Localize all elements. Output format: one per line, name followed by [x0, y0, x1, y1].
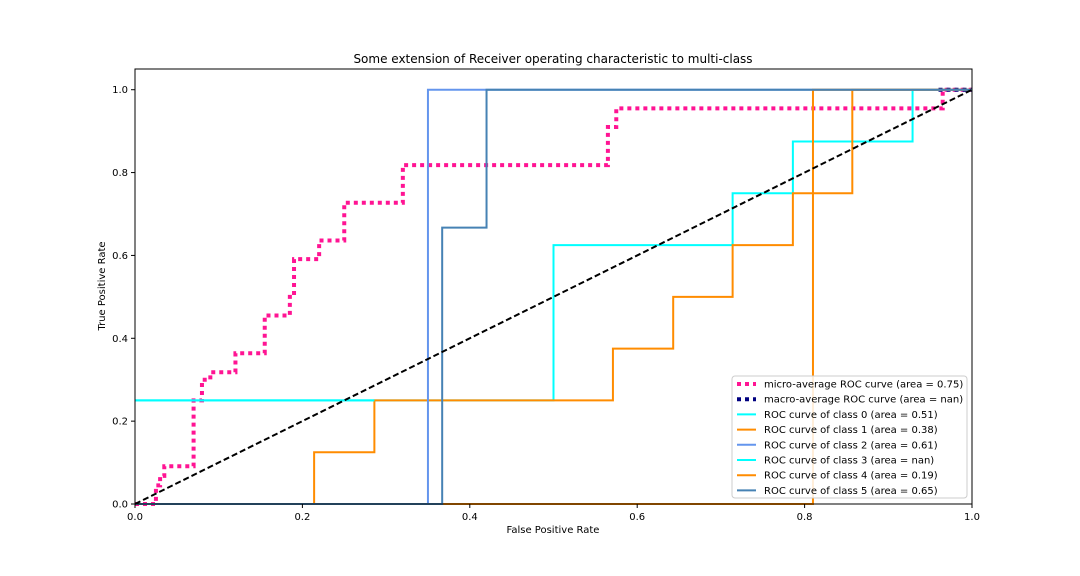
x-tick-label-5: 1.0	[964, 512, 980, 523]
legend-label-0: micro-average ROC curve (area = 0.75)	[764, 380, 963, 391]
x-tick-label-2: 0.4	[462, 512, 478, 523]
legend-box	[731, 375, 968, 499]
legend-label-2: ROC curve of class 0 (area = 0.51)	[764, 410, 938, 421]
y-tick-label-1: 0.2	[112, 417, 128, 428]
y-tick-label-2: 0.4	[112, 334, 128, 345]
reference-diagonal-line	[134, 88, 973, 505]
y-tick-label-0: 0.0	[112, 500, 128, 511]
x-tick-label-3: 0.6	[629, 512, 645, 523]
y-tick-label-4: 0.8	[112, 168, 128, 179]
plot-frame	[134, 68, 973, 505]
legend: micro-average ROC curve (area = 0.75) mac…	[731, 375, 968, 499]
legend-label-3: ROC curve of class 1 (area = 0.38)	[764, 425, 938, 436]
x-tick-label-1: 0.2	[294, 512, 310, 523]
y-tick-label-3: 0.6	[112, 251, 128, 262]
x-tick-label-4: 0.8	[797, 512, 813, 523]
y-axis-title: True Positive Rate	[97, 241, 108, 331]
series-line-3	[135, 88, 972, 505]
x-axis-title: False Positive Rate	[507, 525, 600, 536]
axes-layer: 0.0 0.2 0.4 0.6 0.8 1.0 0.0 0.2 0.4 0.6 0.8 1.0	[112, 85, 980, 523]
legend-label-4: ROC curve of class 2 (area = 0.61)	[764, 440, 938, 451]
series-line-0	[135, 87, 972, 506]
legend-label-7: ROC curve of class 5 (area = 0.65)	[764, 486, 938, 497]
chart-title: Some extension of Receiver operating cha…	[353, 52, 752, 66]
legend-label-1: macro-average ROC curve (area = nan)	[764, 395, 963, 406]
series-line-2	[135, 88, 972, 402]
y-tick-label-5: 1.0	[112, 85, 128, 96]
legend-label-5: ROC curve of class 3 (area = nan)	[764, 456, 934, 467]
legend-label-6: ROC curve of class 4 (area = 0.19)	[764, 471, 938, 482]
x-tick-label-0: 0.0	[127, 512, 143, 523]
